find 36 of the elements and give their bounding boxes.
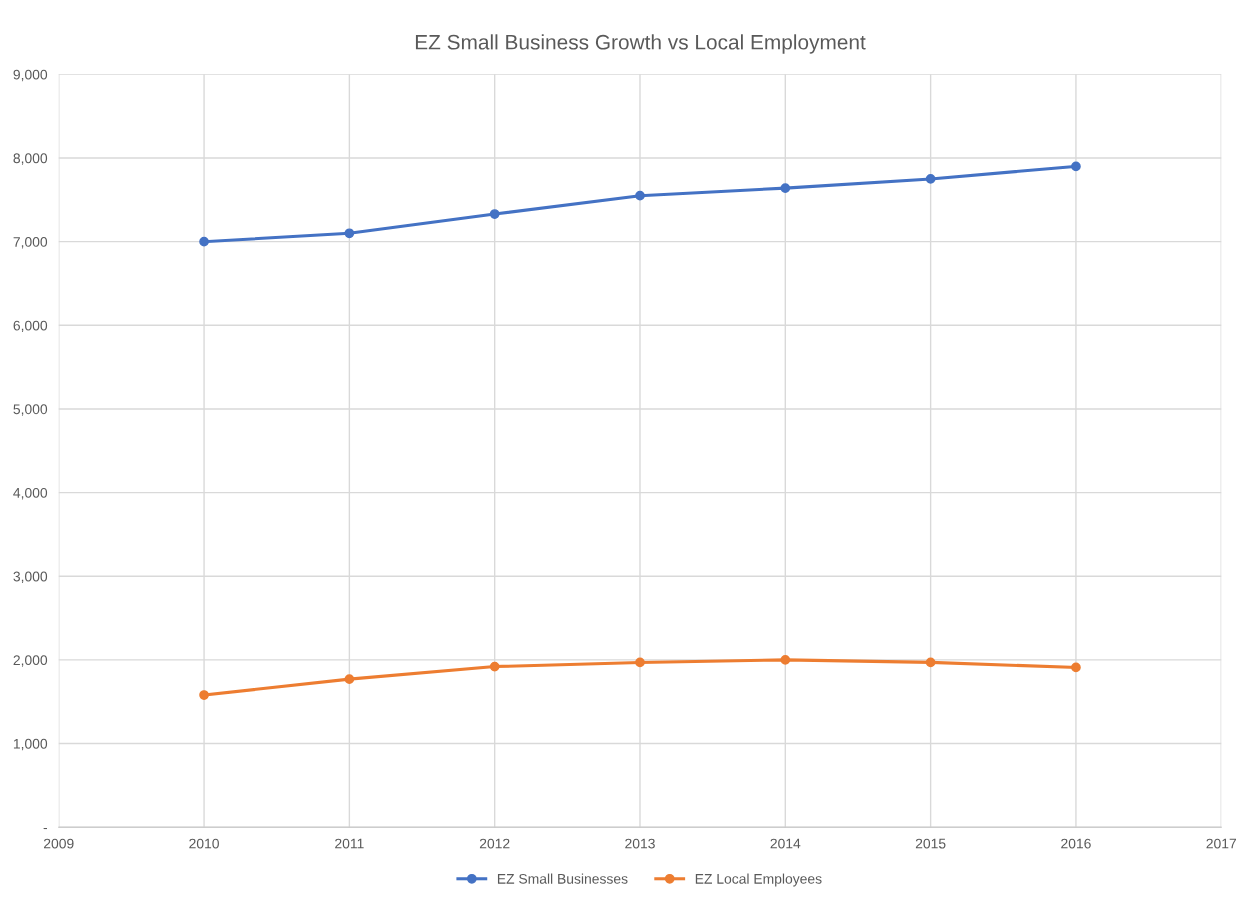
point — [925, 657, 936, 668]
x-tick-label: 2012 — [479, 838, 510, 849]
point — [489, 661, 500, 672]
x-tick-label: 2016 — [1061, 838, 1091, 849]
point — [344, 228, 355, 239]
point — [780, 655, 791, 665]
point — [344, 674, 355, 684]
point — [780, 183, 791, 193]
point — [635, 657, 645, 668]
point — [199, 690, 209, 700]
y-tick-label: 3,000 — [13, 571, 48, 584]
y-tick-label: 4,000 — [13, 487, 48, 500]
x-tick-label: 2009 — [44, 838, 74, 849]
point — [489, 209, 500, 219]
y-tick-label: 5,000 — [13, 404, 48, 416]
point — [925, 174, 936, 184]
legend-label: EZ Local Employees — [695, 873, 822, 887]
y-tick-label: 1,000 — [13, 738, 48, 751]
y-tick-label: - — [43, 827, 48, 830]
y-tick-label: 2,000 — [13, 655, 48, 667]
point — [635, 190, 645, 201]
legend-label: EZ Small Businesses — [497, 873, 628, 884]
y-tick-label: 6,000 — [13, 320, 48, 333]
x-tick-label: 2010 — [189, 838, 219, 849]
x-tick-label: 2017 — [1206, 838, 1236, 849]
x-tick-label: 2015 — [915, 838, 946, 849]
point — [199, 236, 209, 247]
point — [1071, 662, 1081, 673]
chart-title: EZ Small Business Growth vs Local Employment — [415, 34, 866, 54]
x-tick-label: 2014 — [770, 838, 801, 849]
x-tick-label: 2011 — [335, 838, 364, 849]
y-tick-label: 8,000 — [13, 153, 48, 165]
point — [1071, 161, 1081, 172]
y-tick-label: 7,000 — [13, 237, 48, 249]
y-tick-label: 9,000 — [13, 69, 48, 82]
x-tick-label: 2013 — [625, 838, 655, 849]
